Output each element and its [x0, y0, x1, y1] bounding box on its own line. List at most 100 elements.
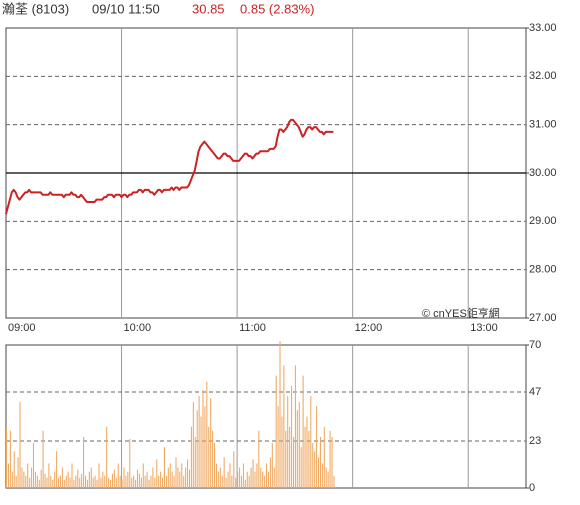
volume-bar — [267, 471, 269, 488]
volume-bar — [108, 477, 110, 488]
volume-bar — [323, 426, 325, 488]
volume-bar — [235, 477, 237, 488]
volume-bar — [7, 463, 9, 488]
volume-bar — [333, 475, 335, 488]
volume-bar — [294, 365, 296, 488]
volume-bar — [160, 471, 162, 488]
volume-bar — [260, 467, 262, 488]
volume-bar — [56, 451, 58, 488]
volume-bar — [187, 459, 189, 488]
volume-bar — [100, 477, 102, 488]
volume-bar — [6, 426, 8, 488]
volume-bar — [69, 477, 71, 488]
volume-bar — [88, 471, 90, 488]
stock-name: 瀚荃 (8103) — [2, 1, 69, 16]
volume-bar — [319, 436, 321, 488]
volume-bar — [308, 430, 310, 488]
volume-bar — [163, 447, 165, 488]
volume-bar — [73, 479, 75, 488]
volume-bar — [275, 375, 277, 488]
y-tick-label: 33.00 — [529, 22, 557, 34]
volume-bar — [231, 475, 233, 488]
volume-bar — [15, 475, 17, 488]
volume-bar — [71, 463, 73, 488]
x-tick-label: 10:00 — [124, 322, 152, 334]
volume-bar — [177, 467, 179, 488]
volume-bar — [77, 469, 79, 488]
volume-bar — [283, 365, 285, 488]
volume-bar — [11, 471, 13, 488]
price-change: 0.85 (2.83%) — [240, 1, 314, 16]
x-tick-label: 12:00 — [355, 322, 383, 334]
volume-bar — [269, 457, 271, 488]
volume-bar — [181, 463, 183, 488]
volume-bar — [121, 479, 123, 488]
volume-bar — [183, 475, 185, 488]
price-line — [5, 118, 334, 215]
y-tick-label: 23 — [529, 435, 541, 447]
volume-bar — [250, 467, 252, 488]
volume-bar — [325, 467, 327, 488]
volume-bar — [179, 471, 181, 488]
volume-bar — [273, 467, 275, 488]
volume-bar — [19, 402, 21, 488]
volume-bar — [83, 436, 85, 488]
volume-bar — [252, 459, 254, 488]
volume-bar — [208, 426, 210, 488]
volume-bar — [113, 469, 115, 488]
volume-bar — [84, 475, 87, 488]
volume-bar — [331, 436, 333, 488]
volume-bar — [196, 410, 198, 488]
y-tick-label: 32.00 — [529, 70, 557, 82]
y-tick-label: 30.00 — [529, 167, 557, 179]
volume-bar — [133, 475, 135, 488]
volume-bar — [173, 475, 175, 488]
volume-bar — [156, 459, 158, 488]
y-tick-label: 31.00 — [529, 119, 557, 131]
volume-bar — [13, 451, 15, 488]
volume-bar — [281, 416, 283, 488]
volume-bar — [287, 396, 289, 488]
volume-bar — [215, 463, 217, 488]
volume-bar — [154, 477, 156, 488]
volume-bar — [227, 471, 229, 488]
volume-bar — [206, 381, 208, 488]
volume-bar — [204, 406, 206, 488]
volume-bar — [138, 473, 140, 488]
volume-bar — [98, 463, 100, 488]
volume-bar — [67, 471, 69, 488]
volume-bar — [135, 479, 137, 488]
volume-bar — [52, 479, 54, 488]
volume-bar — [302, 375, 304, 488]
volume-bar — [185, 467, 187, 488]
volume-bar — [314, 451, 316, 488]
volume-bar — [129, 438, 131, 488]
volume-bar — [190, 426, 192, 488]
volume-bar — [123, 467, 125, 488]
volume-bar — [248, 475, 250, 488]
volume-bar — [233, 451, 235, 488]
volume-bar — [254, 471, 256, 488]
volume-bar — [219, 467, 221, 488]
volume-bar — [316, 406, 318, 488]
volume-bar — [150, 475, 152, 488]
volume-bar — [210, 398, 212, 488]
volume-bar — [21, 467, 23, 488]
y-tick-label: 29.00 — [529, 215, 557, 227]
x-tick-label: 13:00 — [470, 322, 498, 334]
volume-bar — [188, 469, 191, 488]
volume-bar — [144, 475, 146, 488]
y-tick-label: 70 — [529, 339, 541, 351]
volume-bar — [117, 463, 119, 488]
volume-bar — [242, 463, 244, 488]
volume-bar — [104, 475, 106, 488]
volume-bar — [79, 477, 81, 488]
volume-bar — [38, 479, 40, 488]
volume-bar — [94, 475, 96, 488]
volume-bar — [292, 436, 295, 488]
volume-bar — [81, 473, 83, 488]
y-tick-label: 27.00 — [529, 312, 557, 324]
y-tick-label: 28.00 — [529, 264, 557, 276]
volume-bar — [327, 471, 329, 488]
